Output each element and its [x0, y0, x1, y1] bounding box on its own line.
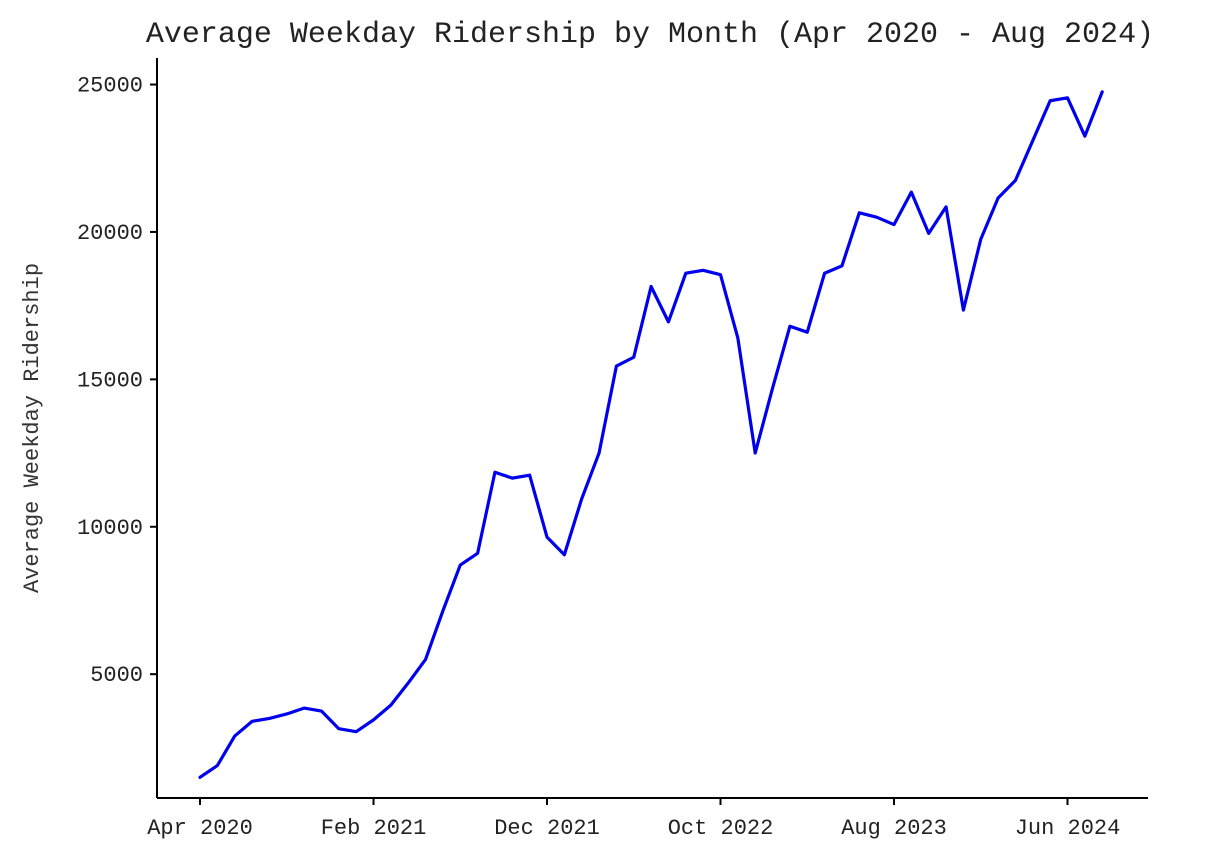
x-tick-label: Jun 2024 [1015, 816, 1121, 841]
x-tick-label: Oct 2022 [668, 816, 774, 841]
chart-title: Average Weekday Ridership by Month (Apr … [146, 18, 1154, 52]
y-tick-label: 10000 [77, 516, 143, 541]
y-axis-label: Average Weekday Ridership [20, 263, 45, 593]
x-tick-label: Aug 2023 [841, 816, 947, 841]
x-tick-label: Dec 2021 [494, 816, 600, 841]
plot-area: 5000 10000 15000 20000 25000 Apr 2020 Feb 2021… [77, 58, 1148, 841]
y-tick-label: 20000 [77, 221, 143, 246]
x-tick-label: Feb 2021 [321, 816, 427, 841]
y-tick-label: 15000 [77, 368, 143, 393]
x-tick-label: Apr 2020 [147, 816, 253, 841]
y-tick-label: 5000 [90, 663, 143, 688]
y-tick-label: 25000 [77, 74, 143, 99]
series-line-0 [198, 90, 1104, 779]
